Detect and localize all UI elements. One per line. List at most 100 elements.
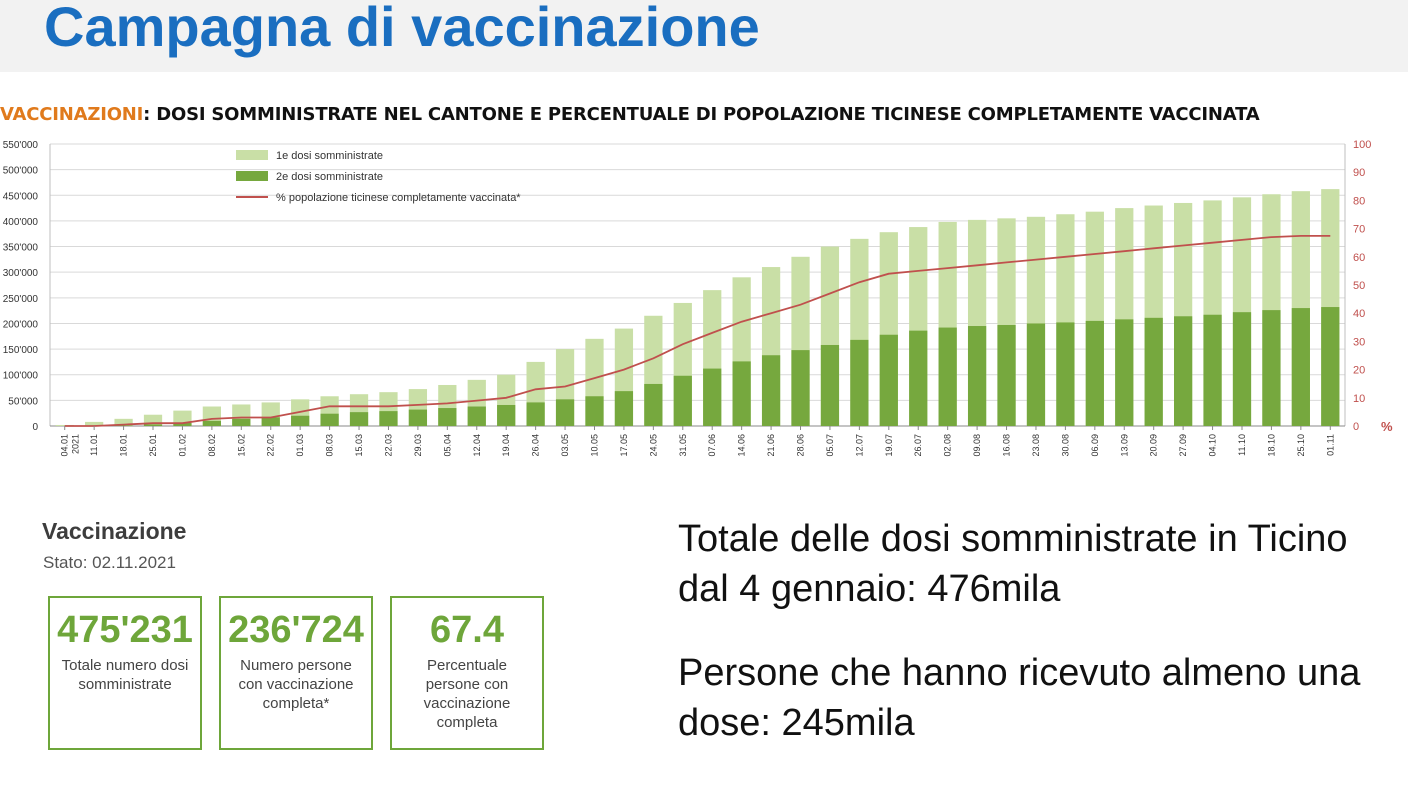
bar-first-dose [114, 418, 133, 426]
summary-at-least-one-dose: Persone che hanno ricevuto almeno una do… [678, 652, 1361, 744]
x-tick-label: 03.05 [560, 434, 570, 457]
x-tick-label: 27.09 [1178, 434, 1188, 457]
x-tick-label: 16.08 [1002, 434, 1012, 457]
bar-second-dose [1232, 312, 1252, 426]
bar-second-dose [1056, 322, 1075, 426]
bar-second-dose [791, 350, 810, 426]
bar-second-dose [644, 383, 663, 426]
x-tick-label: 22.02 [266, 434, 276, 457]
legend-swatch-second-dose [236, 171, 268, 181]
x-tick-label: 15.03 [354, 434, 364, 457]
bar-second-dose [879, 334, 898, 426]
y-right-tick-label: 10 [1353, 393, 1365, 405]
y-left-tick-label: 400'000 [3, 217, 39, 228]
x-tick-label: 20.09 [1149, 434, 1159, 457]
kpi-status-date: Stato: 02.11.2021 [43, 553, 176, 572]
title-band [0, 0, 1408, 72]
bar-second-dose [232, 418, 251, 426]
kpi-card-total-doses: 475'231 Totale numero dosi somministrate [48, 596, 202, 750]
x-tick-label: 26.04 [531, 434, 541, 457]
y-left-tick-label: 250'000 [3, 294, 39, 305]
bar-second-dose [349, 412, 369, 426]
y-right-tick-label: 20 [1353, 365, 1365, 377]
x-tick-label: 01.02 [177, 434, 187, 457]
x-tick-label: 19.04 [501, 434, 511, 457]
x-tick-label: 31.05 [678, 434, 688, 457]
y-left-tick-label: 0 [32, 422, 38, 433]
x-tick-label: 18.10 [1266, 434, 1276, 457]
bar-second-dose [703, 368, 722, 426]
y-right-tick-label: 30 [1353, 336, 1365, 348]
kpi-value: 236'724 [228, 609, 364, 651]
legend-label-percent: % popolazione ticinese completamente vac… [276, 192, 521, 204]
x-tick-label: 01.03 [295, 434, 305, 457]
bar-second-dose [261, 417, 280, 426]
y-right-tick-label: 80 [1353, 195, 1365, 207]
page-title: Campagna di vaccinazione [44, 0, 760, 58]
x-tick-label: 12.04 [472, 434, 482, 457]
bar-second-dose [850, 339, 869, 426]
vaccination-chart: 0 50'000 100'000 150'000 200'000 250'000 300'0… [3, 139, 1393, 457]
x-tick-year-label: 2021 [71, 434, 81, 454]
bar-second-dose [438, 408, 457, 426]
bar-second-dose [143, 424, 163, 426]
x-tick-label: 02.08 [943, 434, 953, 457]
bar-second-dose [909, 330, 928, 426]
y-right-tick-label: 0 [1353, 421, 1359, 433]
chart-heading-text: : DOSI SOMMINISTRATE NEL CANTONE E PERCE… [143, 104, 1260, 125]
x-tick-label: 11.01 [89, 434, 99, 456]
y-left-tick-label: 500'000 [3, 166, 39, 177]
bar-first-dose [85, 421, 104, 426]
kpi-value: 475'231 [57, 609, 193, 651]
x-tick-label: 28.06 [796, 434, 806, 457]
x-tick-label: 24.05 [648, 434, 658, 457]
bar-second-dose [732, 361, 751, 426]
x-tick-label: 11.10 [1237, 434, 1247, 456]
bar-second-dose [173, 422, 192, 426]
chart-heading: VACCINAZIONI: DOSI SOMMINISTRATE NEL CAN… [0, 104, 1260, 125]
kpi-title: Vaccinazione [42, 518, 187, 544]
bar-second-dose [1203, 314, 1222, 426]
bar-first-dose [143, 414, 163, 426]
bar-second-dose [291, 415, 310, 426]
y-right-tick-label: 40 [1353, 308, 1365, 320]
x-tick-label: 18.01 [119, 434, 129, 457]
kpi-value: 67.4 [430, 609, 504, 651]
x-tick-label: 23.08 [1031, 434, 1041, 457]
x-tick-label: 04.01 [60, 434, 70, 457]
bar-second-dose [967, 326, 987, 426]
bar-second-dose [467, 406, 486, 426]
y-right-unit: % [1381, 419, 1393, 434]
kpi-label: Percentuale persone con vaccinazione com… [423, 657, 511, 731]
bar-second-dose [320, 413, 339, 426]
x-tick-label: 19.07 [884, 434, 894, 457]
x-tick-label: 14.06 [737, 434, 747, 457]
kpi-label: Numero persone con vaccinazione completa… [238, 657, 354, 712]
bar-second-dose [1174, 316, 1193, 426]
bar-second-dose [761, 355, 781, 426]
x-tick-label: 10.05 [590, 434, 600, 457]
x-tick-label: 07.06 [707, 434, 717, 457]
bar-second-dose [1321, 307, 1340, 426]
bar-second-dose [379, 411, 398, 426]
y-left-tick-label: 200'000 [3, 319, 39, 330]
y-left-tick-label: 550'000 [3, 140, 39, 151]
bar-second-dose [526, 402, 545, 426]
x-tick-label: 26.07 [913, 434, 923, 457]
y-right-tick-label: 50 [1353, 280, 1365, 292]
x-tick-label: 08.03 [325, 434, 335, 457]
bar-second-dose [938, 327, 957, 426]
bar-second-dose [820, 344, 840, 426]
summary-total-doses: Totale delle dosi somministrate in Ticin… [678, 518, 1348, 610]
x-tick-label: 17.05 [619, 434, 629, 457]
bar-second-dose [408, 409, 428, 426]
x-tick-label: 21.06 [766, 434, 776, 457]
x-tick-label: 05.07 [825, 434, 835, 457]
legend-label-second-dose: 2e dosi somministrate [276, 171, 383, 183]
bar-second-dose [114, 425, 133, 426]
y-left-tick-label: 50'000 [8, 396, 38, 407]
x-tick-label: 01.11 [1325, 434, 1335, 456]
x-tick-label: 22.03 [384, 434, 394, 457]
y-left-tick-label: 450'000 [3, 191, 39, 202]
x-tick-label: 15.02 [236, 434, 246, 457]
